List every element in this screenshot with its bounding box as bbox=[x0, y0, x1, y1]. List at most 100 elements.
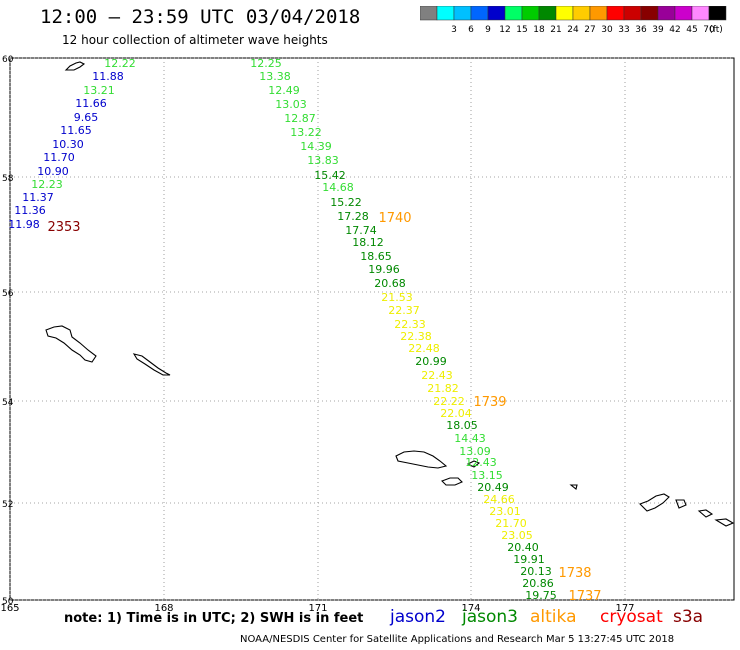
scale-tick-label: 33 bbox=[618, 25, 629, 35]
scale-unit-label: (ft) bbox=[709, 25, 723, 35]
scale-swatch bbox=[640, 6, 659, 21]
scale-swatch bbox=[572, 6, 591, 21]
latitude-label: 60 bbox=[2, 55, 14, 65]
scale-swatch bbox=[623, 6, 642, 21]
coastline bbox=[569, 484, 578, 490]
wave-height-value: 20.86 bbox=[522, 577, 554, 590]
scale-swatch bbox=[504, 6, 523, 21]
wave-height-value: 14.43 bbox=[454, 432, 486, 445]
wave-height-value: 13.15 bbox=[471, 469, 503, 482]
wave-height-value: 12.25 bbox=[250, 57, 282, 70]
scale-tick-label: 36 bbox=[635, 25, 647, 35]
scale-tick-label: 42 bbox=[669, 25, 680, 35]
coastline bbox=[64, 61, 86, 71]
scale-swatch bbox=[538, 6, 557, 21]
pass-time-marker: 1737 bbox=[568, 589, 601, 604]
scale-tick-label: 27 bbox=[584, 25, 595, 35]
wave-height-value: 11.37 bbox=[22, 191, 54, 204]
scale-swatch bbox=[470, 6, 489, 21]
latitude-label: 50 bbox=[2, 597, 14, 607]
wave-height-value: 15.22 bbox=[330, 196, 362, 209]
wave-height-value: 18.12 bbox=[352, 236, 384, 249]
wave-height-value: 20.68 bbox=[374, 277, 406, 290]
wave-height-value: 11.66 bbox=[75, 97, 107, 110]
wave-height-value: 11.98 bbox=[8, 218, 40, 231]
footer-note: note: 1) Time is in UTC; 2) SWH is in fe… bbox=[64, 611, 364, 626]
wave-height-value: 22.33 bbox=[394, 318, 426, 331]
wave-height-value: 18.65 bbox=[360, 250, 392, 263]
pass-time-marker: 1739 bbox=[473, 395, 506, 410]
scale-tick-label: 39 bbox=[652, 25, 664, 35]
latitude-label: 54 bbox=[2, 398, 14, 408]
wave-height-value: 17.28 bbox=[337, 210, 369, 223]
pass-time-marker: 1738 bbox=[558, 566, 591, 581]
scale-swatch bbox=[691, 6, 710, 21]
wave-height-value: 19.75 bbox=[525, 589, 557, 602]
wave-height-value: 22.04 bbox=[440, 407, 472, 420]
wave-height-value: 22.38 bbox=[400, 330, 432, 343]
wave-height-value: 21.70 bbox=[495, 517, 527, 530]
wave-height-value: 12.22 bbox=[104, 57, 136, 70]
scale-tick-label: 30 bbox=[601, 25, 613, 35]
legend-jason3: jason3 bbox=[462, 607, 518, 627]
wave-height-value: 10.30 bbox=[52, 138, 84, 151]
coastline bbox=[395, 450, 448, 469]
wave-height-value: 12.23 bbox=[31, 178, 63, 191]
scale-tick-label: 9 bbox=[485, 25, 491, 35]
scale-tick-label: 18 bbox=[533, 25, 545, 35]
scale-swatch bbox=[555, 6, 574, 21]
coastline bbox=[639, 493, 670, 512]
scale-swatch bbox=[674, 6, 693, 21]
latitude-label: 58 bbox=[2, 174, 14, 184]
footer-credit: NOAA/NESDIS Center for Satellite Applica… bbox=[240, 634, 675, 645]
wave-height-value: 13.03 bbox=[275, 98, 307, 111]
wave-height-value: 14.68 bbox=[322, 181, 354, 194]
scale-swatch bbox=[420, 6, 438, 21]
coastline bbox=[466, 460, 481, 468]
wave-height-value: 21.53 bbox=[381, 291, 413, 304]
wave-height-value: 11.70 bbox=[43, 151, 75, 164]
wave-height-value: 23.01 bbox=[489, 505, 521, 518]
pass-time-marker: 2353 bbox=[47, 220, 80, 235]
coastline bbox=[441, 477, 463, 486]
wave-height-value: 22.37 bbox=[388, 304, 420, 317]
scale-swatch bbox=[521, 6, 540, 21]
scale-tick-label: 15 bbox=[516, 25, 527, 35]
wave-height-value: 24.66 bbox=[483, 493, 515, 506]
wave-height-value: 12.49 bbox=[268, 84, 300, 97]
coastline bbox=[45, 325, 97, 363]
scale-tick-label: 3 bbox=[451, 25, 457, 35]
legend-s3a: s3a bbox=[673, 607, 704, 627]
scale-swatch bbox=[487, 6, 506, 21]
wave-height-value: 13.38 bbox=[259, 70, 291, 83]
wave-height-value: 13.22 bbox=[290, 126, 322, 139]
scale-tick-label: 12 bbox=[499, 25, 510, 35]
latitude-label: 52 bbox=[2, 500, 13, 510]
latitude-label: 56 bbox=[2, 289, 14, 299]
wave-height-value: 22.48 bbox=[408, 342, 440, 355]
wave-height-value: 19.91 bbox=[513, 553, 545, 566]
scale-tick-label: 21 bbox=[550, 25, 561, 35]
wave-height-value: 17.74 bbox=[345, 224, 377, 237]
legend-jason2: jason2 bbox=[390, 607, 446, 627]
wave-height-value: 12.87 bbox=[284, 112, 316, 125]
map-subtitle: 12 hour collection of altimeter wave hei… bbox=[62, 33, 328, 47]
map-title: 12:00 — 23:59 UTC 03/04/2018 bbox=[40, 6, 361, 28]
wave-height-value: 11.88 bbox=[92, 70, 124, 83]
wave-height-value: 23.05 bbox=[501, 529, 533, 542]
coastline bbox=[675, 499, 687, 509]
scale-tick-label: 70 bbox=[703, 25, 715, 35]
scale-tick-label: 6 bbox=[468, 25, 474, 35]
scale-swatch bbox=[436, 6, 455, 21]
pass-time-marker: 1740 bbox=[378, 211, 411, 226]
wave-height-value: 19.96 bbox=[368, 263, 400, 276]
coastline bbox=[714, 518, 735, 527]
wave-height-value: 18.05 bbox=[446, 419, 478, 432]
scale-tick-label: 24 bbox=[567, 25, 579, 35]
wave-height-value: 13.21 bbox=[83, 84, 115, 97]
wave-height-value: 20.49 bbox=[477, 481, 509, 494]
wave-height-value: 11.65 bbox=[60, 124, 92, 137]
scale-swatch bbox=[606, 6, 625, 21]
coastline bbox=[132, 353, 171, 376]
